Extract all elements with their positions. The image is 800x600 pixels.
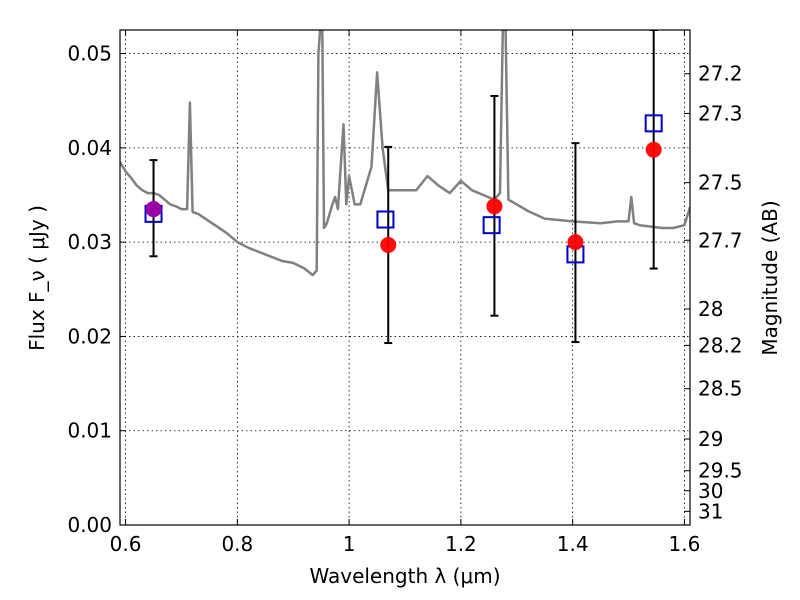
model-flux-square: [644, 114, 663, 133]
right-tick-label: 29.5: [698, 459, 743, 483]
right-tick-label: 30: [698, 479, 723, 503]
x-tick-label: 0.6: [110, 532, 142, 556]
x-tick-label: 1.6: [669, 532, 701, 556]
right-tick-label: 27.7: [698, 228, 743, 252]
y-tick-label: 0.04: [67, 136, 112, 160]
y-tick-label: 0.05: [67, 42, 112, 66]
model-spectrum-line: [120, 30, 690, 277]
observed-flux-point-overlap: [145, 201, 162, 218]
right-tick-label: 27.5: [698, 171, 743, 195]
observed-flux-point: [567, 234, 584, 251]
x-tick-label: 1: [343, 532, 356, 556]
y-axis-label: Flux F_ν ( μJy ): [25, 205, 49, 351]
y-tick-label: 0.00: [67, 513, 112, 537]
right-tick-label: 27.3: [698, 101, 743, 125]
right-tick-label: 28.2: [698, 333, 743, 357]
right-tick-label: 28: [698, 297, 723, 321]
y-tick-label: 0.02: [67, 324, 112, 348]
right-tick-label: 31: [698, 499, 723, 523]
plot-area: [120, 30, 690, 345]
right-tick-label: 27.2: [698, 62, 743, 86]
y-tick-label: 0.03: [67, 230, 112, 254]
y-tick-label: 0.01: [67, 419, 112, 443]
right-tick-label: 28.5: [698, 377, 743, 401]
x-axis-label: Wavelength λ (μm): [309, 564, 500, 588]
right-tick-label: 29: [698, 427, 723, 451]
x-tick-label: 1.4: [557, 532, 589, 556]
model-flux-square: [376, 210, 395, 229]
observed-flux-point: [645, 141, 662, 158]
axes-frame: [119, 29, 691, 526]
x-tick-label: 1.2: [445, 532, 477, 556]
model-flux-square: [482, 216, 501, 235]
grid: [120, 30, 690, 526]
x-tick-label: 0.8: [221, 532, 253, 556]
observed-flux-point: [486, 198, 503, 215]
right-axis-label: Magnitude (AB): [758, 200, 782, 355]
axis-ticks: 0.6 0.8 1 1.2 1.4 1.6 0.00 0.01 0.02 0.03 0.04 0.05…: [67, 30, 743, 556]
observed-flux-point: [380, 236, 397, 253]
